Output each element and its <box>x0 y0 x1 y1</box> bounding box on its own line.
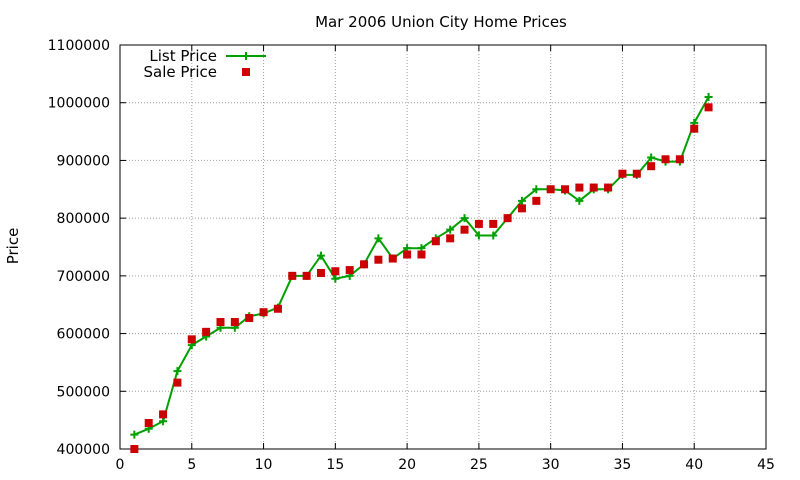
sale-price-point <box>604 183 613 192</box>
sale-price-point <box>417 250 426 259</box>
sale-price-point <box>690 124 699 133</box>
sale-price-point <box>316 268 325 277</box>
sale-price-point <box>216 318 225 327</box>
sale-price-point <box>704 103 713 112</box>
sale-price-point <box>345 266 354 275</box>
sale-price-point <box>288 271 297 280</box>
sale-price-point <box>532 196 541 205</box>
x-tick-label: 10 <box>255 457 273 473</box>
legend-swatch-sale-price <box>242 68 250 76</box>
sale-price-point <box>431 237 440 246</box>
x-tick-label: 45 <box>757 457 775 473</box>
sale-price-point <box>460 225 469 234</box>
x-tick-label: 25 <box>470 457 488 473</box>
sale-price-point <box>144 419 153 428</box>
x-tick-label: 5 <box>187 457 196 473</box>
list-price-point <box>316 251 325 260</box>
sale-price-point <box>360 260 369 269</box>
grid-lines <box>120 45 766 449</box>
sale-price-point <box>503 214 512 223</box>
list-price-point <box>517 196 526 205</box>
sale-price-point <box>302 271 311 280</box>
sale-price-point <box>259 308 268 317</box>
data-series <box>130 92 713 453</box>
sale-price-point <box>187 335 196 344</box>
sale-price-point <box>661 155 670 164</box>
sale-price-point <box>245 313 254 322</box>
y-tick-label: 500000 <box>57 384 110 400</box>
list-price-point <box>460 214 469 223</box>
sale-price-point <box>517 204 526 213</box>
sale-price-point <box>230 318 239 327</box>
y-tick-label: 700000 <box>57 269 110 285</box>
sale-price-point <box>446 234 455 243</box>
sale-price-point <box>618 169 627 178</box>
sale-price-point <box>273 304 282 313</box>
y-tick-label: 1000000 <box>48 96 110 112</box>
x-tick-label: 40 <box>685 457 703 473</box>
sale-price-point <box>130 445 139 453</box>
y-tick-label: 1100000 <box>48 38 110 54</box>
x-tick-label: 30 <box>542 457 560 473</box>
list-price-point <box>130 430 139 439</box>
sale-price-point <box>575 183 584 192</box>
list-price-point <box>647 153 656 162</box>
list-price-point <box>474 231 483 240</box>
sale-price-point <box>489 219 498 228</box>
sale-price-point <box>561 185 570 194</box>
legend-label-sale-price: Sale Price <box>144 63 217 81</box>
sale-price-point <box>202 327 211 336</box>
sale-price-point <box>173 378 182 387</box>
legend-square-marker <box>242 68 250 76</box>
y-tick-label: 800000 <box>57 211 110 227</box>
y-tick-label: 600000 <box>57 327 110 343</box>
legend-swatch-list-price <box>226 52 266 60</box>
axis-ticks: 0 5 10 15 20 25 30 35 40 45 400000 500000 600000 7000… <box>48 38 775 473</box>
legend-label-list-price: List Price <box>149 47 217 65</box>
sale-price-point <box>403 250 412 259</box>
list-price-point <box>704 92 713 101</box>
y-tick-label: 900000 <box>57 153 110 169</box>
sale-price-point <box>675 155 684 164</box>
list-price-point <box>532 185 541 194</box>
legend: List Price Sale Price <box>144 47 266 81</box>
sale-price-point <box>374 255 383 264</box>
sale-price-point <box>546 185 555 194</box>
y-tick-label: 400000 <box>57 442 110 458</box>
x-tick-label: 20 <box>398 457 416 473</box>
x-tick-label: 0 <box>116 457 125 473</box>
list-price-point <box>331 274 340 283</box>
legend-plus-marker <box>242 52 250 60</box>
list-price-point <box>374 234 383 243</box>
x-tick-label: 15 <box>326 457 344 473</box>
list-price-point <box>173 367 182 376</box>
chart-title: Mar 2006 Union City Home Prices <box>315 13 567 31</box>
list-price-point <box>446 225 455 234</box>
sale-price-point <box>159 410 168 419</box>
sale-price-point <box>589 183 598 192</box>
list-price-point <box>489 231 498 240</box>
y-axis-title: Price <box>4 228 22 265</box>
x-tick-label: 35 <box>614 457 632 473</box>
sale-price-point <box>331 267 340 276</box>
sale-price-point <box>474 219 483 228</box>
list-price-point <box>159 417 168 426</box>
list-price-point <box>575 196 584 205</box>
plot-area-frame <box>119 44 767 450</box>
sale-price-point <box>388 254 397 263</box>
sale-price-point <box>647 162 656 171</box>
sale-price-point <box>632 169 641 178</box>
